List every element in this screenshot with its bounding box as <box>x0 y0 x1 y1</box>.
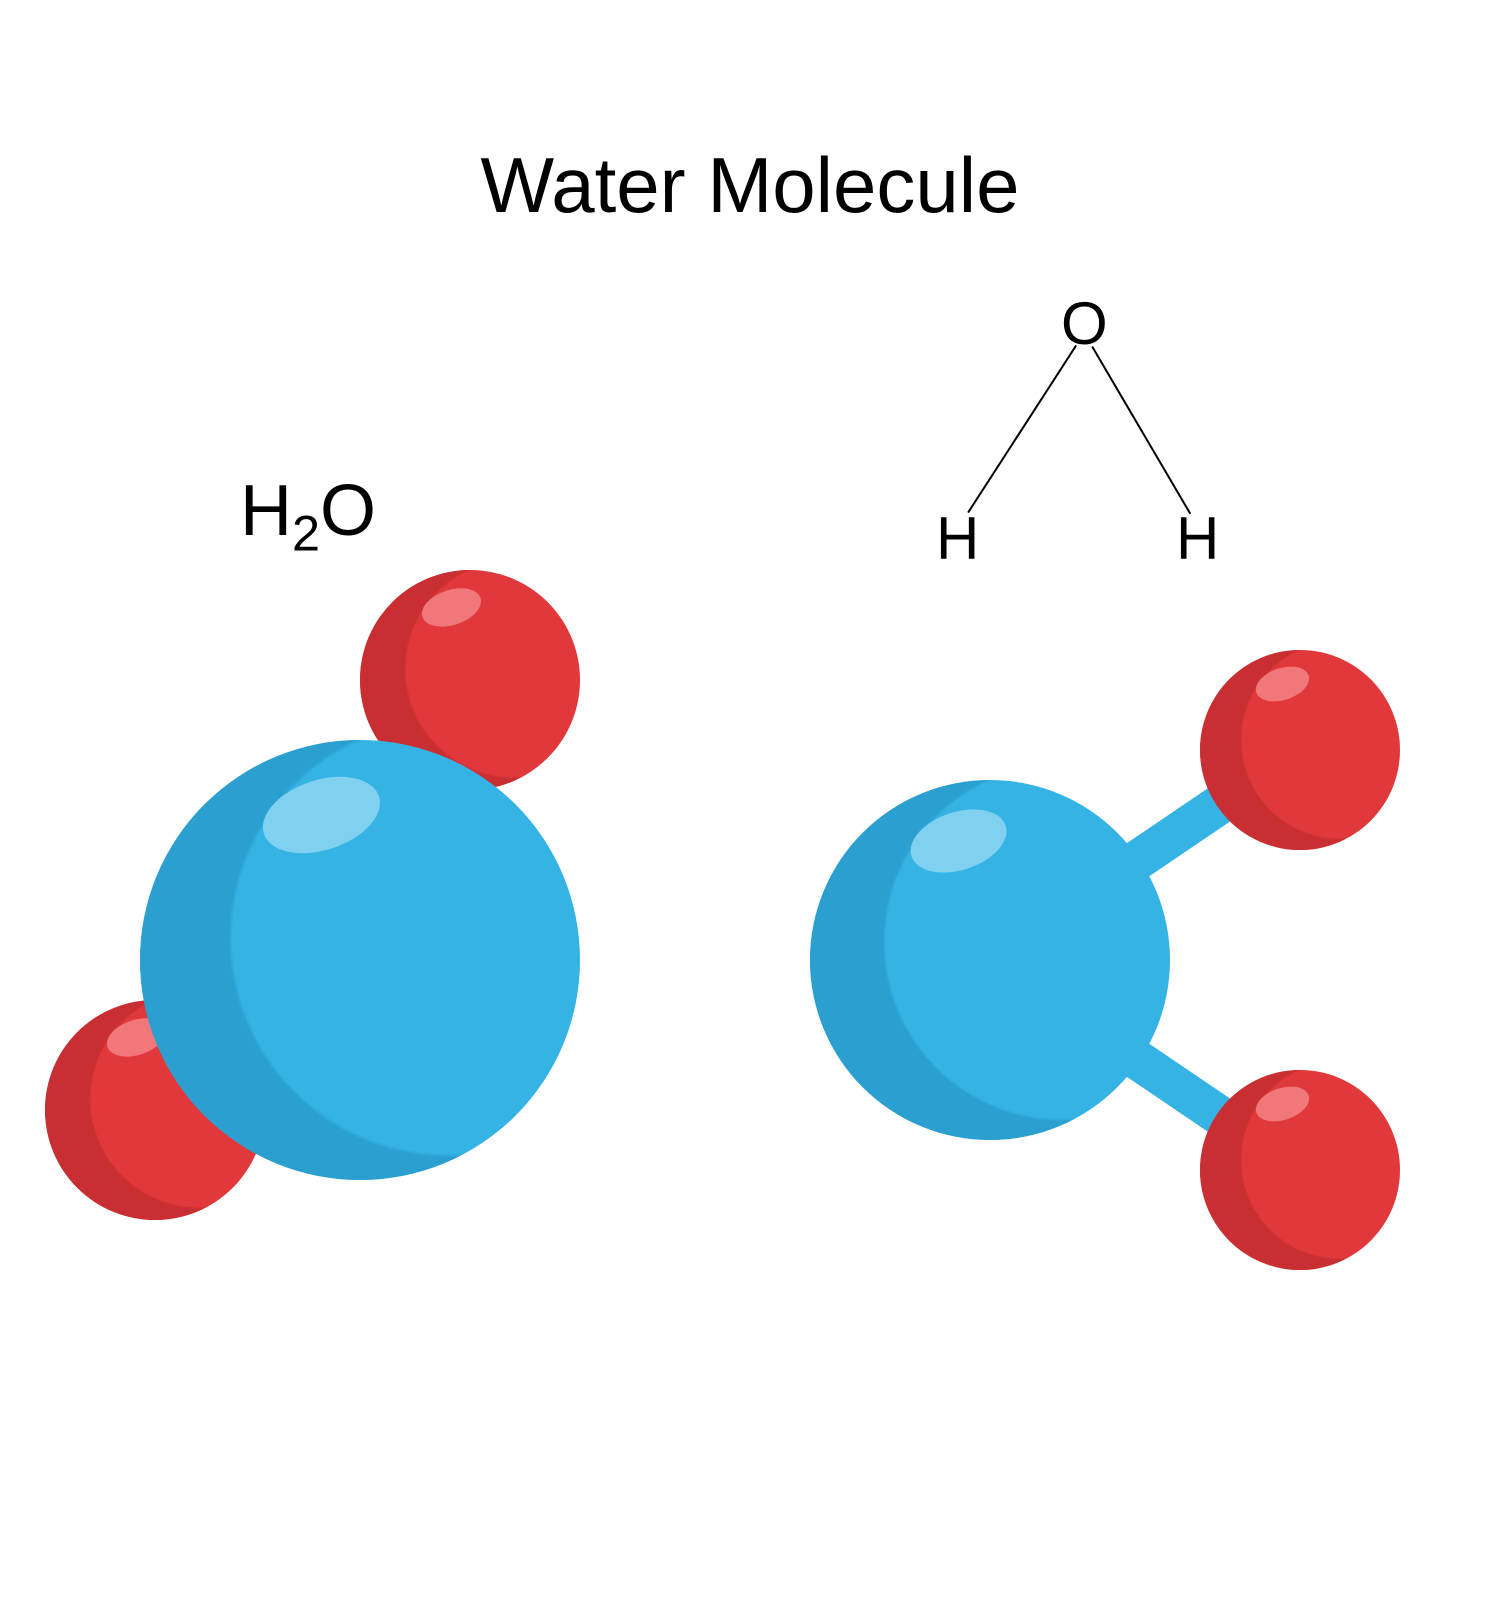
formula-o: O <box>320 471 376 551</box>
right-hydrogen-bottom <box>1200 1070 1400 1270</box>
formula-h: H <box>240 471 292 551</box>
formula-subscript: 2 <box>292 504 320 561</box>
chemical-formula: H2O <box>240 470 376 562</box>
structural-hydrogen-right-label: H <box>1176 504 1219 573</box>
right-oxygen <box>810 780 1170 1140</box>
structural-hydrogen-left-label: H <box>936 504 979 573</box>
diagram-title: Water Molecule <box>0 140 1500 231</box>
left-oxygen <box>140 740 580 1180</box>
diagram-canvas: Water Molecule H2O O H H <box>0 0 1500 1600</box>
right-hydrogen-top <box>1200 650 1400 850</box>
structural-bond-right <box>1091 346 1191 514</box>
structural-bond-left <box>967 345 1077 513</box>
structural-oxygen-label: O <box>1061 289 1108 358</box>
